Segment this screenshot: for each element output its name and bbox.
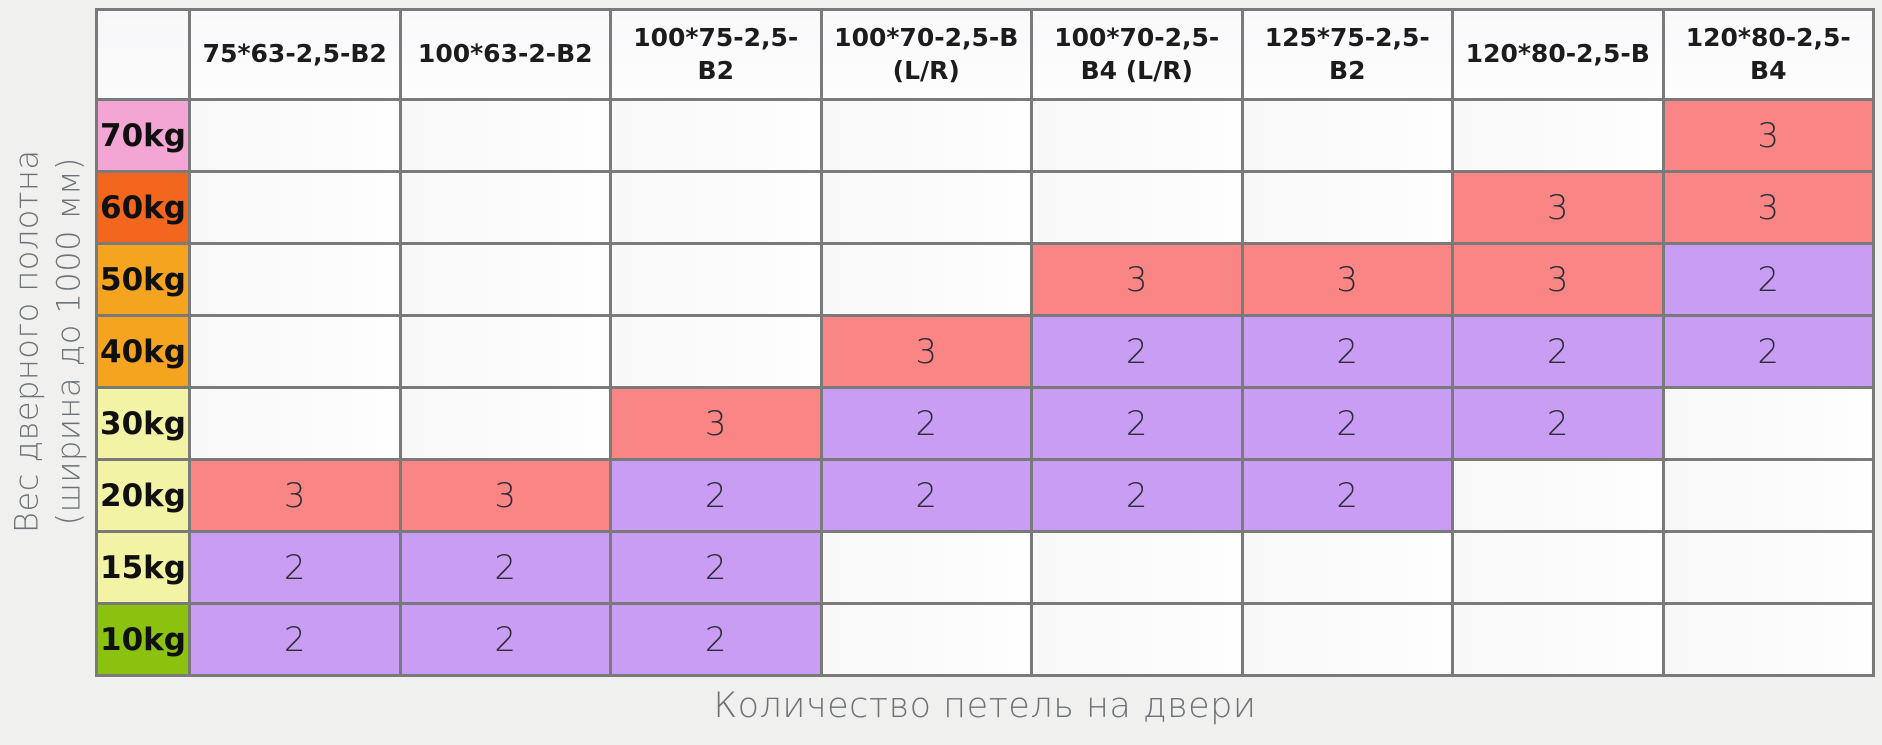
- cell-10kg-col5: [1030, 602, 1244, 677]
- cell-70kg-col2: [398, 98, 612, 173]
- cell-15kg-col5: [1030, 530, 1244, 605]
- row-header-20kg: 20kg: [95, 458, 191, 533]
- cell-20kg-col4: 2: [819, 458, 1033, 533]
- x-axis-label: Количество петель на двери: [713, 686, 1257, 726]
- column-header-8: 120*80-2,5-B4: [1661, 8, 1875, 101]
- cell-15kg-col8: [1661, 530, 1875, 605]
- cell-60kg-col5: [1030, 170, 1244, 245]
- cell-10kg-col8: [1661, 602, 1875, 677]
- row-header-70kg: 70kg: [95, 98, 191, 173]
- table-row-10kg: 10kg 2 2 2: [95, 602, 1875, 677]
- column-header-1: 75*63-2,5-B2: [188, 8, 402, 101]
- cell-60kg-col7: 3: [1451, 170, 1665, 245]
- cell-20kg-col7: [1451, 458, 1665, 533]
- table-row-50kg: 50kg 3 3 3 2: [95, 242, 1875, 317]
- cell-20kg-col5: 2: [1030, 458, 1244, 533]
- cell-50kg-col8: 2: [1661, 242, 1875, 317]
- table-row-30kg: 30kg 3 2 2 2 2: [95, 386, 1875, 461]
- table-header: 75*63-2,5-B2 100*63-2-B2 100*75-2,5-B2 100*…: [95, 8, 1875, 101]
- cell-30kg-col7: 2: [1451, 386, 1665, 461]
- cell-70kg-col3: [609, 98, 823, 173]
- cell-40kg-col6: 2: [1240, 314, 1454, 389]
- cell-70kg-col5: [1030, 98, 1244, 173]
- cell-50kg-col3: [609, 242, 823, 317]
- cell-60kg-col3: [609, 170, 823, 245]
- table-row-70kg: 70kg 3: [95, 98, 1875, 173]
- row-header-15kg: 15kg: [95, 530, 191, 605]
- cell-50kg-col2: [398, 242, 612, 317]
- cell-40kg-col4: 3: [819, 314, 1033, 389]
- cell-60kg-col4: [819, 170, 1033, 245]
- header-row: 75*63-2,5-B2 100*63-2-B2 100*75-2,5-B2 100*…: [95, 8, 1875, 101]
- y-axis-label: Вес дверного полотна (ширина до 1000 мм): [0, 8, 96, 674]
- cell-70kg-col4: [819, 98, 1033, 173]
- column-header-6: 125*75-2,5-B2: [1240, 8, 1454, 101]
- cell-15kg-col3: 2: [609, 530, 823, 605]
- cell-15kg-col7: [1451, 530, 1665, 605]
- cell-70kg-col1: [188, 98, 402, 173]
- cell-20kg-col2: 3: [398, 458, 612, 533]
- cell-40kg-col2: [398, 314, 612, 389]
- column-header-7: 120*80-2,5-B: [1451, 8, 1665, 101]
- cell-10kg-col2: 2: [398, 602, 612, 677]
- y-axis-label-text: Вес дверного полотна (ширина до 1000 мм): [6, 149, 90, 532]
- row-header-40kg: 40kg: [95, 314, 191, 389]
- row-header-10kg: 10kg: [95, 602, 191, 677]
- cell-20kg-col8: [1661, 458, 1875, 533]
- cell-50kg-col5: 3: [1030, 242, 1244, 317]
- cell-40kg-col8: 2: [1661, 314, 1875, 389]
- cell-30kg-col5: 2: [1030, 386, 1244, 461]
- cell-40kg-col7: 2: [1451, 314, 1665, 389]
- cell-10kg-col1: 2: [188, 602, 402, 677]
- cell-60kg-col1: [188, 170, 402, 245]
- table-body: 70kg 3 60kg 3 3 50kg 3 3 3 2 40kg 3 2 2 2 2 30kg 3 2 2 2 2 20k…: [95, 98, 1875, 677]
- cell-50kg-col6: 3: [1240, 242, 1454, 317]
- cell-40kg-col3: [609, 314, 823, 389]
- cell-15kg-col4: [819, 530, 1033, 605]
- cell-30kg-col3: 3: [609, 386, 823, 461]
- cell-15kg-col1: 2: [188, 530, 402, 605]
- table-row-60kg: 60kg 3 3: [95, 170, 1875, 245]
- y-axis-label-line1: Вес дверного полотна: [7, 149, 46, 533]
- cell-20kg-col6: 2: [1240, 458, 1454, 533]
- cell-30kg-col8: [1661, 386, 1875, 461]
- column-header-4: 100*70-2,5-B (L/R): [819, 8, 1033, 101]
- cell-30kg-col4: 2: [819, 386, 1033, 461]
- row-header-30kg: 30kg: [95, 386, 191, 461]
- column-header-5: 100*70-2,5-B4 (L/R): [1030, 8, 1244, 101]
- cell-50kg-col4: [819, 242, 1033, 317]
- cell-70kg-col7: [1451, 98, 1665, 173]
- cell-60kg-col2: [398, 170, 612, 245]
- cell-40kg-col5: 2: [1030, 314, 1244, 389]
- y-axis-label-line2: (ширина до 1000 мм): [50, 156, 89, 526]
- row-header-60kg: 60kg: [95, 170, 191, 245]
- cell-70kg-col8: 3: [1661, 98, 1875, 173]
- cell-30kg-col6: 2: [1240, 386, 1454, 461]
- cell-60kg-col8: 3: [1661, 170, 1875, 245]
- column-header-2: 100*63-2-B2: [398, 8, 612, 101]
- cell-50kg-col7: 3: [1451, 242, 1665, 317]
- column-header-3: 100*75-2,5-B2: [609, 8, 823, 101]
- cell-50kg-col1: [188, 242, 402, 317]
- cell-30kg-col1: [188, 386, 402, 461]
- table-row-40kg: 40kg 3 2 2 2 2: [95, 314, 1875, 389]
- cell-15kg-col6: [1240, 530, 1454, 605]
- table-row-15kg: 15kg 2 2 2: [95, 530, 1875, 605]
- cell-10kg-col6: [1240, 602, 1454, 677]
- table-row-20kg: 20kg 3 3 2 2 2 2: [95, 458, 1875, 533]
- cell-20kg-col3: 2: [609, 458, 823, 533]
- row-header-50kg: 50kg: [95, 242, 191, 317]
- cell-10kg-col4: [819, 602, 1033, 677]
- cell-20kg-col1: 3: [188, 458, 402, 533]
- cell-40kg-col1: [188, 314, 402, 389]
- cell-30kg-col2: [398, 386, 612, 461]
- corner-cell: [95, 8, 191, 101]
- cell-60kg-col6: [1240, 170, 1454, 245]
- cell-10kg-col7: [1451, 602, 1665, 677]
- cell-10kg-col3: 2: [609, 602, 823, 677]
- cell-15kg-col2: 2: [398, 530, 612, 605]
- hinge-matrix-table: 75*63-2,5-B2 100*63-2-B2 100*75-2,5-B2 100*…: [95, 8, 1875, 677]
- cell-70kg-col6: [1240, 98, 1454, 173]
